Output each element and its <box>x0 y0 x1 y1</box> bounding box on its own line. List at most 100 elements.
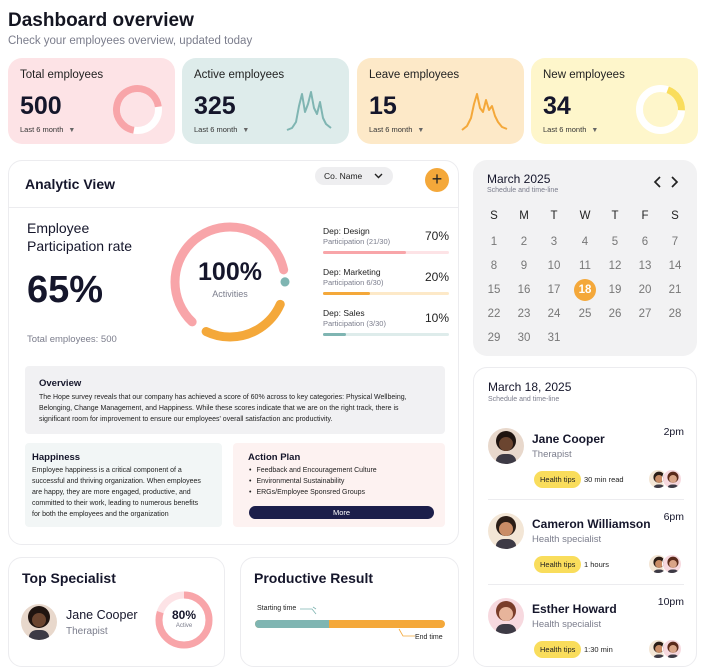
schedule-meta: 1 hours <box>584 560 610 569</box>
calendar-day[interactable]: 17 <box>547 284 561 296</box>
calendar-day[interactable]: 29 <box>487 332 501 344</box>
calendar-day[interactable]: 19 <box>608 284 622 296</box>
weekday-label: T <box>611 210 619 222</box>
divider <box>488 499 684 500</box>
action-plan-item-label: Environmental Sustainability <box>256 478 345 485</box>
productive-bar-start <box>255 620 329 628</box>
happiness-line: successful and thriving organization. Wh… <box>32 478 201 485</box>
calendar-day[interactable]: 9 <box>520 260 528 272</box>
period-select[interactable]: Last 6 month ▼ <box>20 125 75 134</box>
stat-label: Leave employees <box>369 69 460 81</box>
stat-sparkline <box>286 91 332 131</box>
calendar-day[interactable]: 2 <box>520 236 528 248</box>
calendar-day[interactable]: 3 <box>550 236 558 248</box>
stat-value: 15 <box>369 92 397 120</box>
calendar-day[interactable]: 11 <box>579 260 591 272</box>
overview-line: significant room for improvement to ensu… <box>39 416 333 423</box>
calendar-day[interactable]: 27 <box>638 308 652 320</box>
period-select[interactable]: Last 6 month ▼ <box>369 125 424 134</box>
calendar-day[interactable]: 12 <box>608 260 622 272</box>
action-plan-item: • Feedback and Encouragement Culture <box>249 467 377 474</box>
weekday-label: M <box>519 210 529 222</box>
calendar-day[interactable]: 16 <box>517 284 531 296</box>
happiness-line: committed to their work, leading to nume… <box>32 500 199 507</box>
weekday-label: F <box>641 210 649 222</box>
calendar-day[interactable]: 25 <box>578 308 592 320</box>
schedule-time: 6pm <box>663 511 684 523</box>
department-name: Dep: Sales <box>323 308 365 318</box>
calendar-day[interactable]: 31 <box>547 332 561 344</box>
calendar-day[interactable]: 20 <box>638 284 652 296</box>
calendar-day[interactable]: 22 <box>487 308 501 320</box>
ring-segment-orange <box>170 222 290 342</box>
bullet-icon: • <box>249 478 252 485</box>
add-button[interactable]: + <box>425 168 449 192</box>
action-plan-title: Action Plan <box>248 452 301 463</box>
overview-panel: Overview The Hope survey reveals that ou… <box>25 366 445 434</box>
company-filter-select[interactable]: Co. Name <box>315 167 393 185</box>
health-tips-tag[interactable]: Health tips <box>534 471 582 488</box>
company-filter-label: Co. Name <box>324 171 363 181</box>
activities-ring <box>170 222 290 342</box>
ring-segment-pink <box>170 222 290 342</box>
weekday-label: S <box>490 210 498 222</box>
stat-card: New employees 34 Last 6 month ▼ <box>531 58 698 144</box>
health-tips-tag[interactable]: Health tips <box>534 641 582 658</box>
arrow-icon <box>300 606 317 615</box>
chevron-right-icon[interactable] <box>670 176 679 188</box>
participation-title-line1: Employee <box>27 220 90 236</box>
calendar-day[interactable]: 6 <box>641 236 649 248</box>
calendar-day[interactable]: 7 <box>671 236 679 248</box>
department-name: Dep: Design <box>323 226 370 236</box>
calendar-day-selected[interactable]: 18 <box>574 279 596 301</box>
calendar-day[interactable]: 30 <box>517 332 531 344</box>
calendar-day[interactable]: 10 <box>547 260 561 272</box>
calendar-day[interactable]: 1 <box>490 236 498 248</box>
period-select[interactable]: Last 6 month ▼ <box>194 125 249 134</box>
specialist-role: Therapist <box>66 626 108 637</box>
page-subtitle: Check your employees overview, updated t… <box>8 35 253 47</box>
calendar-day[interactable]: 4 <box>581 236 589 248</box>
health-tips-tag[interactable]: Health tips <box>534 556 582 573</box>
schedule-title: March 18, 2025 <box>488 380 572 394</box>
stat-value: 500 <box>20 92 62 120</box>
weekday-label: S <box>671 210 679 222</box>
divider <box>9 207 458 208</box>
chevron-left-icon[interactable] <box>653 176 662 188</box>
department-participation: Participation (3/30) <box>323 319 386 328</box>
chevron-down-icon <box>374 173 383 179</box>
calendar-day[interactable]: 24 <box>547 308 561 320</box>
schedule-meta: 30 min read <box>584 475 624 484</box>
weekday-label: W <box>579 210 591 222</box>
sparkline-path <box>286 91 332 131</box>
more-button[interactable]: More <box>249 506 434 519</box>
calendar-day[interactable]: 26 <box>608 308 622 320</box>
calendar-day[interactable]: 15 <box>487 284 501 296</box>
specialist-pct: 80% <box>171 608 197 622</box>
calendar-title: March 2025 <box>487 172 551 186</box>
ring-value: 100% <box>198 258 262 286</box>
calendar-day[interactable]: 8 <box>490 260 498 272</box>
happiness-panel: Happiness Employee happiness is a critic… <box>25 443 222 527</box>
calendar-day[interactable]: 14 <box>668 260 682 272</box>
calendar-day[interactable]: 23 <box>517 308 531 320</box>
specialist-ring-fill <box>155 591 213 649</box>
ring-segment-teal <box>170 222 290 342</box>
sparkline-path <box>461 93 508 131</box>
period-select[interactable]: Last 6 month ▼ <box>543 125 598 134</box>
specialist-name: Jane Cooper <box>66 608 138 622</box>
calendar-day[interactable]: 5 <box>611 236 619 248</box>
calendar-day[interactable]: 13 <box>638 260 652 272</box>
avatar <box>662 469 682 489</box>
weekday-label: T <box>550 210 558 222</box>
participation-value: 65% <box>27 269 104 311</box>
calendar-day[interactable]: 21 <box>668 284 682 296</box>
avatar <box>662 554 682 574</box>
arrow-icon <box>398 628 415 637</box>
productive-result-card: Productive Result Starting time End time <box>240 557 459 667</box>
stat-card: Leave employees 15 Last 6 month ▼ <box>357 58 524 144</box>
stat-card: Active employees 325 Last 6 month ▼ <box>182 58 349 144</box>
stat-value: 325 <box>194 92 236 120</box>
productive-bar <box>255 620 445 628</box>
calendar-day[interactable]: 28 <box>668 308 682 320</box>
